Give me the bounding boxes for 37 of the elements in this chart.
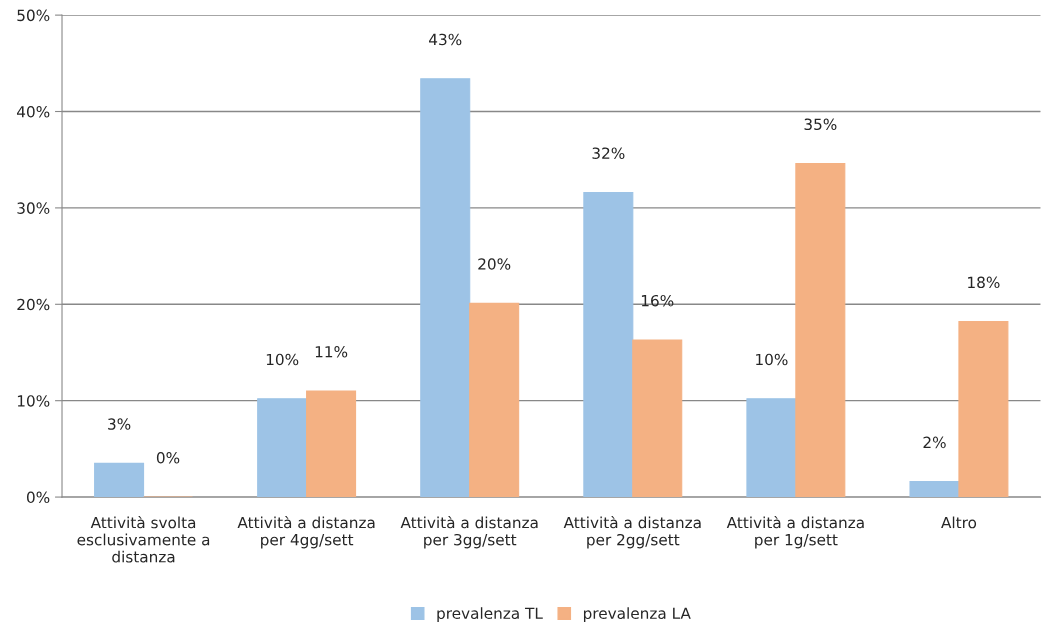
bar: [746, 398, 797, 498]
data-label: 20%: [478, 258, 511, 270]
bar: [306, 390, 357, 498]
bar: [632, 339, 683, 498]
y-tick-label: 0%: [26, 491, 50, 504]
bar: [257, 398, 308, 498]
data-label: 3%: [108, 418, 131, 430]
bar: [909, 481, 960, 498]
bar: [469, 302, 520, 498]
y-tick-label: 40%: [16, 105, 50, 118]
bar: [958, 321, 1009, 498]
data-label: 11%: [315, 345, 348, 358]
bar: [583, 191, 634, 498]
data-label: 2%: [923, 436, 946, 449]
y-tick-label: 10%: [17, 395, 50, 407]
legend-label: prevalenza LA: [583, 607, 691, 622]
bar: [94, 462, 145, 498]
data-label: 0%: [156, 452, 180, 464]
y-tick-label: 20%: [17, 298, 50, 311]
x-tick-label: Altro: [941, 516, 977, 529]
x-tick-label: Attività a distanza per 4gg/sett: [237, 515, 375, 549]
x-tick-label: Attività a distanza per 2gg/sett: [563, 515, 701, 549]
bar: [420, 78, 471, 498]
y-tick-label: 50%: [17, 9, 50, 22]
data-label: 43%: [429, 33, 462, 46]
data-label: 35%: [804, 118, 837, 131]
data-label: 32%: [592, 147, 625, 159]
y-tick-label: 30%: [17, 202, 50, 214]
x-tick-label: Attività a distanza per 3gg/sett: [400, 515, 538, 549]
x-tick-label: Attività svolta esclusivamente a distanza: [77, 515, 210, 563]
bar: [795, 163, 846, 498]
data-label: 10%: [756, 353, 788, 366]
data-label: 10%: [266, 353, 299, 366]
legend-label: prevalenza TL: [437, 607, 543, 622]
data-label: 16%: [641, 294, 674, 307]
data-label: 18%: [968, 276, 1000, 289]
x-tick-label: Attività a distanza per 1g/sett: [726, 515, 864, 549]
